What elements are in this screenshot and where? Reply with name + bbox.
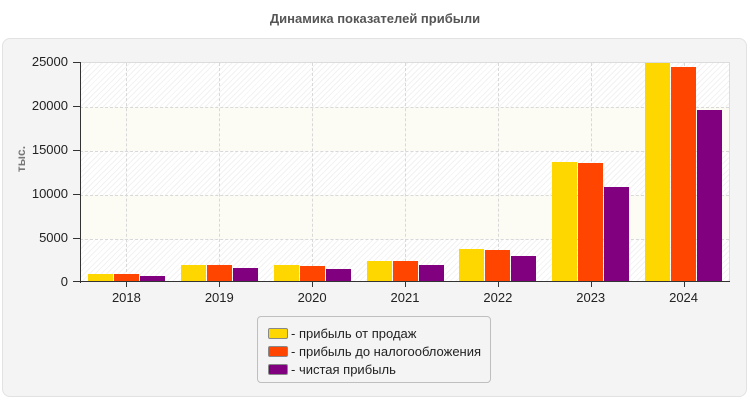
y-tick [73,281,80,282]
bar-2020-series-0 [273,264,299,282]
legend-swatch-purple [268,363,288,375]
y-tick [73,106,80,107]
bar-2024-series-2 [697,109,723,282]
legend-swatch-orange [268,345,288,357]
x-tick-label: 2022 [483,290,513,305]
h-gridline [80,151,729,152]
y-tick [73,238,80,239]
bar-2019-series-1 [206,264,232,282]
x-tick [591,282,592,287]
legend-item-net-profit[interactable]: - чистая прибыль [268,360,490,378]
plot-area [80,62,730,282]
bar-2018-series-1 [113,274,139,282]
x-tick [219,282,220,287]
bar-2018-series-0 [87,274,113,282]
bar-2021-series-0 [366,260,392,282]
h-gridline [80,195,729,196]
y-tick-label: 0 [60,274,68,289]
h-gridline [80,107,729,108]
bar-2022-series-2 [511,256,537,282]
bar-2024-series-0 [645,63,671,282]
legend: - прибыль от продаж - прибыль до налогоо… [257,316,491,383]
v-gridline [497,63,499,282]
legend-item-sales-profit[interactable]: - прибыль от продаж [268,324,490,342]
x-tick-label: 2018 [111,290,141,305]
v-gridline [219,63,221,282]
legend-label: - прибыль от продаж [291,325,417,341]
bar-2021-series-2 [418,264,444,282]
y-tick [73,194,80,195]
bar-2022-series-1 [485,249,511,282]
h-gridline [80,239,729,240]
legend-item-pretax-profit[interactable]: - прибыль до налогообложения [268,342,490,360]
x-tick-label: 2023 [576,290,606,305]
y-tick [73,62,80,63]
x-tick-label: 2024 [669,290,699,305]
plot-band [80,107,729,151]
x-tick [126,282,127,287]
y-axis-line [80,62,81,283]
y-axis-title: тыс. [14,145,28,173]
bar-2023-series-0 [552,161,578,282]
x-tick-label: 2019 [204,290,234,305]
bar-2023-series-2 [604,186,630,282]
y-tick-label: 25000 [31,54,68,69]
plot-band [80,63,729,107]
x-tick [684,282,685,287]
bar-2021-series-1 [392,260,418,282]
bar-2024-series-1 [671,66,697,282]
bar-2022-series-0 [459,249,485,282]
legend-label: - чистая прибыль [291,361,396,377]
bar-2020-series-2 [325,268,351,282]
x-tick [405,282,406,287]
x-axis-line [73,281,730,282]
chart-title: Динамика показателей прибыли [269,11,481,26]
y-tick-label: 5000 [39,230,68,245]
legend-label: - прибыль до налогообложения [291,343,482,359]
x-tick-label: 2020 [297,290,327,305]
x-tick [312,282,313,287]
bar-2020-series-1 [299,265,325,282]
legend-swatch-yellow [268,327,288,339]
bar-2018-series-2 [139,275,165,282]
y-tick-label: 10000 [31,186,68,201]
y-tick-label: 15000 [31,142,68,157]
x-tick [498,282,499,287]
y-tick-label: 20000 [31,98,68,113]
v-gridline [126,63,128,282]
v-gridline [312,63,314,282]
v-gridline [405,63,406,282]
y-tick [73,150,80,151]
bar-2023-series-1 [578,163,604,282]
bar-2019-series-0 [180,264,206,282]
x-tick-label: 2021 [390,290,420,305]
bar-2019-series-2 [232,267,258,282]
